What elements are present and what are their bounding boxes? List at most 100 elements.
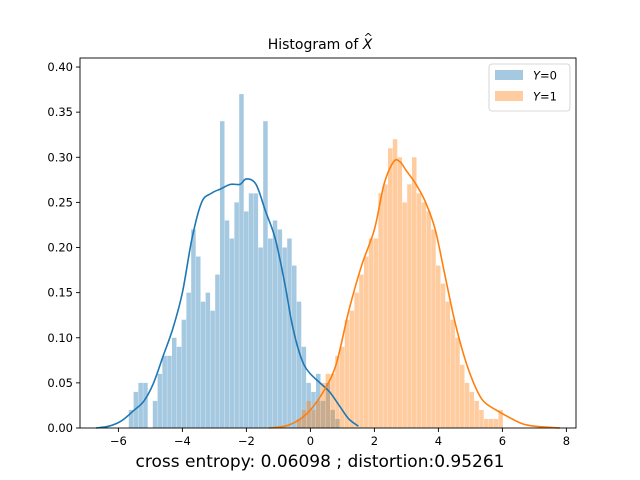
- x-tick-label: 4: [435, 434, 442, 448]
- kde-curves: [95, 158, 561, 429]
- histogram-bar-series-1: [368, 238, 374, 428]
- histogram-bar-series-0: [186, 292, 191, 428]
- histogram-bar-series-1: [325, 373, 331, 428]
- histogram-bar-series-1: [498, 409, 503, 428]
- histogram-bar-series-1: [445, 301, 451, 428]
- x-tick-label: 6: [499, 434, 506, 448]
- histogram-bar-series-1: [335, 355, 340, 428]
- histogram-bar-series-0: [272, 220, 278, 428]
- chart-title-prefix: Histogram of: [268, 37, 363, 53]
- y-tick-label: 0.35: [47, 105, 73, 119]
- histogram-bar-series-1: [359, 274, 364, 428]
- histogram-bar-series-1: [402, 202, 407, 428]
- histogram-bar-series-1: [464, 382, 470, 428]
- histogram-bar-series-1: [488, 418, 494, 428]
- histogram-bar-series-1: [450, 319, 455, 428]
- histogram-bar-series-0: [133, 391, 139, 428]
- y-tick-label: 0.20: [47, 241, 73, 255]
- histogram-bar-series-1: [416, 193, 422, 428]
- histogram-bar-series-0: [292, 265, 297, 428]
- histogram-bar-series-0: [181, 319, 187, 428]
- x-tick-label: 8: [563, 434, 570, 448]
- histogram-bar-series-1: [397, 157, 403, 428]
- histogram-bar-series-0: [143, 382, 148, 428]
- histogram-bar-series-0: [248, 193, 254, 428]
- histogram-bar-series-1: [340, 346, 345, 428]
- x-tick-label: 0: [307, 434, 314, 448]
- histogram-bar-series-0: [176, 346, 182, 428]
- histogram-bar-series-0: [210, 310, 215, 428]
- histogram-bar-series-1: [455, 337, 460, 428]
- histogram-bar-series-1: [354, 292, 359, 428]
- histogram-bar-series-1: [474, 400, 479, 428]
- histogram-bar-series-1: [440, 283, 446, 428]
- x-tick-label: −4: [174, 434, 191, 448]
- y-tick-label: 0.25: [47, 195, 73, 209]
- y-tick-label: 0.05: [47, 376, 73, 390]
- histogram-bar-series-0: [157, 373, 163, 428]
- y-tick-label: 0.10: [47, 331, 73, 345]
- histogram-bar-series-0: [320, 400, 326, 428]
- legend-swatch-series-0: [495, 70, 523, 80]
- kde-curve-series-1: [268, 158, 561, 429]
- histogram-bar-series-1: [469, 391, 475, 428]
- legend-swatch-series-1: [495, 91, 523, 101]
- histogram-bar-series-1: [316, 400, 321, 428]
- histogram-bar-series-0: [167, 355, 172, 428]
- histogram-bar-series-0: [311, 391, 316, 428]
- histogram-bar-series-1: [484, 418, 489, 428]
- histogram-bar-series-0: [152, 400, 158, 428]
- y-tick-label: 0.40: [47, 60, 73, 74]
- histogram-bar-series-0: [263, 121, 268, 429]
- histogram-bar-series-0: [287, 238, 292, 428]
- histogram-bar-series-1: [320, 382, 326, 428]
- histogram-bar-series-0: [268, 238, 273, 428]
- histogram-bar-series-0: [253, 193, 259, 428]
- histogram-bar-series-0: [128, 409, 134, 428]
- histogram-bar-series-1: [306, 400, 311, 428]
- x-tick-label: −6: [110, 434, 127, 448]
- histogram-bar-series-0: [205, 292, 211, 428]
- histogram-bar-series-0: [229, 238, 235, 428]
- histogram-bar-series-1: [431, 229, 436, 428]
- histogram-bar-series-0: [172, 337, 177, 428]
- histogram-bar-series-0: [196, 256, 201, 428]
- histogram-bar-series-0: [335, 418, 340, 428]
- x-tick-label: −2: [238, 434, 255, 448]
- histogram-bar-series-0: [234, 202, 239, 428]
- histogram-bar-series-1: [421, 202, 427, 428]
- histogram-bar-series-0: [325, 382, 331, 428]
- legend: Y=0 Y=1: [488, 63, 571, 112]
- histogram-bar-series-1: [301, 409, 307, 428]
- histogram-bar-series-0: [239, 94, 244, 428]
- histogram-bar-series-0: [282, 247, 287, 428]
- histogram-bar-series-1: [436, 265, 441, 428]
- plot-frame: [79, 57, 577, 429]
- chart-title-hat: ^: [364, 31, 373, 44]
- histogram-bar-series-0: [301, 346, 307, 428]
- y-tick-label: 0.30: [47, 150, 73, 164]
- histogram-bar-series-1: [388, 148, 393, 428]
- histogram-bar-series-1: [378, 193, 383, 428]
- y-tick-label: 0.15: [47, 286, 73, 300]
- legend-box: [488, 63, 571, 112]
- chart-title-symbol: X: [362, 37, 373, 53]
- histogram-bar-series-1: [479, 409, 484, 428]
- histogram-bar-series-0: [224, 220, 230, 428]
- chart-title: Histogram of X ^: [268, 31, 373, 53]
- histogram-bar-series-1: [364, 256, 369, 428]
- y-tick-label: 0.00: [47, 421, 73, 435]
- histogram-bar-series-1: [373, 238, 379, 428]
- histogram-bar-series-1: [412, 157, 417, 428]
- axes: −6 −4 −2 0 2 4 6 8 0.00 0.05 0.10 0.15 0.20 0.25 0.30 0…: [47, 57, 577, 448]
- histogram-bar-series-0: [200, 301, 206, 428]
- histogram-bar-series-0: [162, 355, 167, 428]
- histogram-bar-series-1: [296, 418, 302, 428]
- metrics-caption: cross entropy: 0.06098 ; distortion:0.95…: [135, 452, 505, 472]
- histogram-bar-series-0: [277, 229, 283, 428]
- histogram-bar-series-1: [426, 211, 431, 428]
- histogram-bar-series-1: [383, 184, 388, 428]
- kde-curve-series-0: [95, 178, 359, 429]
- histogram-bar-series-1: [460, 364, 465, 428]
